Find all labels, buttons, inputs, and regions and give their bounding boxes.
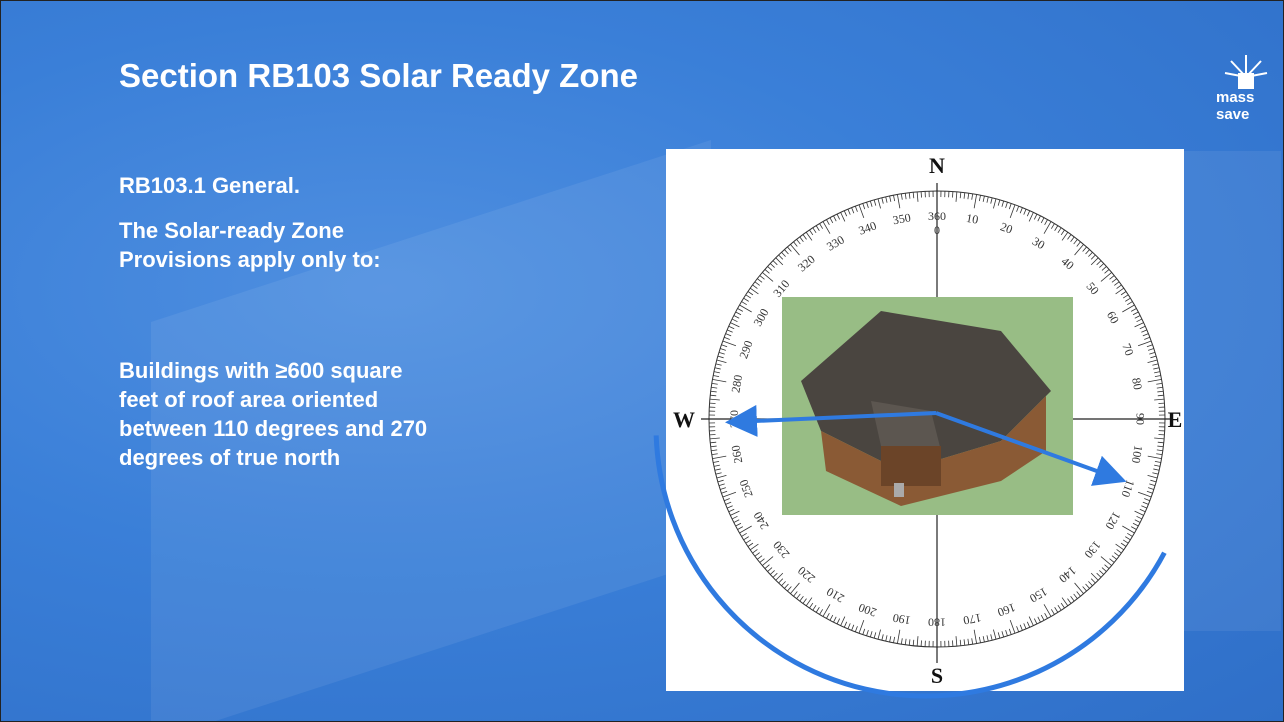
direction-label: N [929,153,945,178]
slide: Section RB103 Solar Ready Zone mass save… [0,0,1284,722]
direction-label: S [931,663,943,688]
compass-diagram: 3601020304050607080901001101201301401501… [1,1,1283,721]
degree-label: 10 [965,211,979,227]
degree-label: 80 [1129,377,1145,391]
direction-label: E [1168,407,1183,432]
direction-label: W [673,407,695,432]
